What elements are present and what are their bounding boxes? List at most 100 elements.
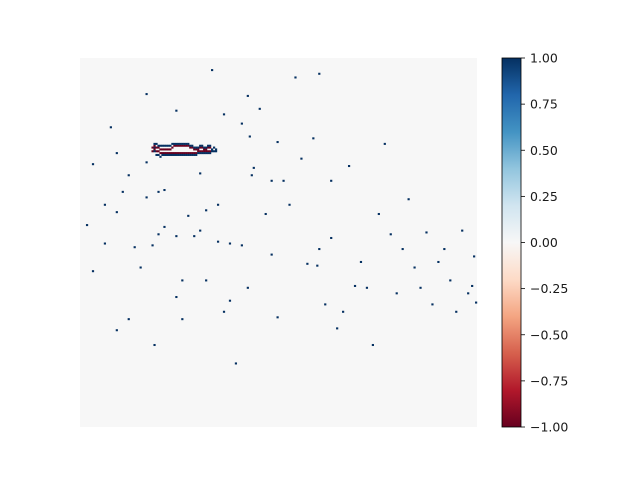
heatmap-cell	[121, 190, 124, 193]
heatmap-outline-cell	[175, 142, 178, 145]
heatmap-cell	[419, 286, 422, 289]
colorbar-tick-label: −0.75	[530, 373, 568, 388]
heatmap-cell	[175, 109, 178, 112]
heatmap-outline-cell	[169, 152, 172, 155]
heatmap-outline-cell	[187, 152, 190, 155]
heatmap-cell	[270, 253, 273, 256]
heatmap-outline-cell	[153, 142, 156, 145]
heatmap-outline-cell	[183, 153, 186, 156]
heatmap-outline-cell	[185, 142, 188, 145]
heatmap-outline-cell	[201, 152, 204, 155]
heatmap-outline-cell	[207, 144, 210, 147]
heatmap-cell	[222, 310, 226, 313]
heatmap-outline-cell	[207, 146, 210, 149]
heatmap-cell	[353, 284, 357, 287]
heatmap-outline-cell	[207, 150, 210, 153]
heatmap-cell	[383, 142, 386, 145]
heatmap-cell	[449, 279, 452, 282]
heatmap-outline-cell	[185, 152, 188, 155]
heatmap-cell	[250, 174, 253, 177]
heatmap-outline-cell	[153, 150, 156, 153]
heatmap-outline-cell	[203, 148, 206, 151]
heatmap-cell	[153, 146, 156, 149]
heatmap-cell	[312, 137, 315, 140]
heatmap-outline-cell	[169, 153, 172, 156]
heatmap-cell	[336, 327, 339, 330]
heatmap-outline-cell	[199, 146, 202, 149]
heatmap-cell	[193, 235, 196, 238]
heatmap-cell	[240, 122, 243, 125]
heatmap-cell	[151, 244, 154, 247]
heatmap-outline-cell	[193, 148, 196, 151]
heatmap-outline-cell	[205, 148, 208, 151]
heatmap-outline-cell	[167, 144, 170, 147]
heatmap-outline-cell	[195, 152, 198, 155]
colorbar-tick-label: 0.50	[530, 143, 558, 158]
heatmap-outline-cell	[191, 146, 194, 149]
heatmap-outline-cell	[201, 146, 204, 149]
heatmap-cell	[216, 203, 220, 206]
heatmap-outline-cell	[205, 150, 208, 153]
heatmap-outline-cell	[189, 153, 192, 156]
heatmap-cell	[359, 260, 363, 263]
heatmap-cell	[115, 152, 118, 155]
heatmap-cell	[318, 72, 321, 75]
heatmap-cell	[258, 107, 261, 110]
heatmap-outline-cell	[157, 144, 160, 147]
heatmap-outline-cell	[209, 146, 212, 149]
heatmap-cell	[407, 198, 410, 201]
heatmap-outline-cell	[199, 152, 202, 155]
heatmap-outline-cell	[187, 153, 190, 156]
heatmap-cell	[175, 296, 178, 299]
heatmap-cell	[157, 190, 160, 193]
heatmap-outline-cell	[167, 152, 170, 155]
heatmap-outline-cell	[207, 152, 210, 155]
heatmap-outline-cell	[161, 152, 164, 155]
heatmap-cell	[228, 242, 232, 245]
heatmap-cell	[330, 179, 333, 182]
heatmap-outline-cell	[197, 148, 200, 151]
heatmap-outline-cell	[171, 142, 174, 145]
heatmap-outline-cell	[157, 146, 160, 149]
heatmap-outline-cell	[177, 142, 180, 145]
heatmap-outline-cell	[151, 146, 154, 149]
heatmap-outline-cell	[153, 144, 156, 147]
heatmap-cell	[85, 224, 89, 227]
heatmap-outline-cell	[151, 150, 154, 153]
heatmap-outline-cell	[175, 153, 178, 156]
heatmap-outline-cell	[173, 153, 176, 156]
heatmap-cell	[139, 266, 142, 269]
heatmap-cell	[473, 255, 476, 258]
heatmap-cell	[270, 179, 273, 182]
heatmap-outline-cell	[179, 153, 182, 156]
colorbar-tick-label: −0.25	[530, 281, 568, 296]
heatmap-outline-cell	[191, 144, 194, 147]
heatmap-outline-cell	[183, 142, 186, 145]
heatmap-cell	[115, 211, 118, 214]
colorbar-tick-label: −1.00	[530, 420, 568, 435]
heatmap-cell	[389, 233, 392, 236]
heatmap-outline-cell	[179, 144, 182, 147]
heatmap-cell	[365, 286, 369, 289]
heatmap-cell	[145, 196, 148, 199]
colorbar-tick-label: 0.25	[530, 189, 558, 204]
heatmap-cell	[246, 286, 249, 289]
heatmap-cell	[425, 231, 428, 234]
heatmap-cell	[294, 76, 297, 79]
heatmap-outline-cell	[195, 153, 198, 156]
heatmap-outline-cell	[187, 144, 190, 147]
heatmap-outline-cell	[155, 150, 158, 153]
heatmap-outline-cell	[203, 152, 206, 155]
heatmap-outline-cell	[161, 144, 164, 147]
heatmap-outline-cell	[173, 152, 176, 155]
heatmap-outline-cell	[201, 144, 204, 147]
heatmap-outline-cell	[213, 146, 216, 149]
heatmap-cell	[443, 248, 446, 251]
heatmap-cell	[115, 329, 118, 332]
heatmap-outline-cell	[214, 148, 218, 151]
heatmap-outline-cell	[165, 152, 168, 155]
heatmap-cell	[127, 174, 130, 177]
colorbar-tick-label: −0.50	[530, 327, 568, 342]
heatmap-outline-cell	[165, 148, 168, 151]
heatmap-outline-cell	[175, 152, 178, 155]
